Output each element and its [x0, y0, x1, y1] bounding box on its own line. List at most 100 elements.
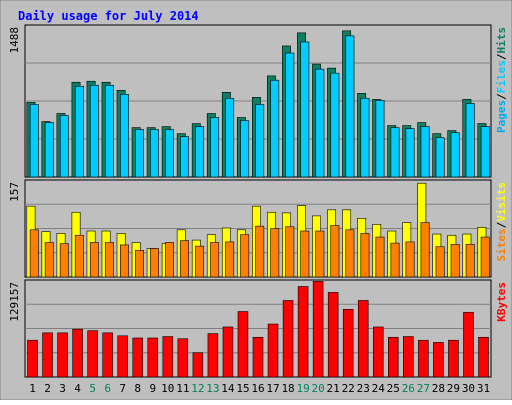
panels-layer: 1488Pages/Files/Hits157Sites/Visits12915… — [8, 24, 508, 378]
day-label: 3 — [59, 382, 66, 395]
kbytes-bar-kbytes — [192, 352, 204, 378]
visits-legend: Sites/Visits — [495, 182, 508, 262]
day-label: 14 — [221, 382, 235, 395]
day-label: 31 — [477, 382, 490, 395]
kbytes-bar-kbytes — [42, 332, 53, 378]
kbytes-bar-kbytes — [403, 336, 414, 378]
legend-files: Files — [495, 60, 508, 93]
hits-bar-files — [450, 132, 460, 178]
day-label: 13 — [206, 382, 219, 395]
hits-bar-files — [150, 129, 159, 178]
day-label: 10 — [161, 382, 174, 395]
kbytes-bar-kbytes — [132, 337, 144, 378]
visits-bar-sites — [420, 222, 430, 278]
day-label: 15 — [236, 382, 249, 395]
kbytes-bar-kbytes — [207, 333, 219, 378]
hits-bar-files — [390, 127, 400, 178]
hits-axis-max-label: 1488 — [8, 27, 21, 54]
day-label: 16 — [251, 382, 264, 395]
day-label: 22 — [342, 382, 355, 395]
hits-bar-files — [74, 85, 84, 178]
kbytes-bar-kbytes — [237, 311, 249, 378]
visits-bar-sites — [240, 234, 250, 278]
kbytes-axis-max-label: 129157 — [8, 282, 21, 322]
kbytes-bar-kbytes — [222, 326, 234, 378]
day-label: 27 — [417, 382, 430, 395]
day-label: 11 — [176, 382, 189, 395]
kbytes-bar-kbytes — [147, 337, 159, 378]
visits-bar-sites — [120, 244, 129, 278]
legend-pages: Pages — [495, 100, 508, 133]
legend-separator: / — [495, 221, 508, 228]
panel-visits: 157 Sites/Visits — [8, 179, 508, 278]
visits-bar-sites — [345, 229, 355, 278]
day-label: 24 — [372, 382, 386, 395]
hits-bar-files — [420, 126, 430, 178]
day-label: 2 — [44, 382, 51, 395]
visits-bar-sites — [89, 242, 99, 278]
visits-bar-sites — [435, 246, 445, 278]
kbytes-bar-kbytes — [297, 286, 309, 378]
hits-bar-files — [435, 137, 445, 178]
visits-bar-sites — [330, 225, 340, 278]
hits-legend: Pages/Files/Hits — [495, 27, 508, 133]
visits-bar-sites — [285, 226, 295, 278]
kbytes-bar-kbytes — [357, 300, 369, 378]
kbytes-bar-kbytes — [342, 309, 354, 378]
hits-bar-files — [285, 52, 295, 178]
legend-kbytes: KBytes — [495, 282, 508, 322]
day-label: 29 — [447, 382, 460, 395]
panel-kbytes: 129157 KBytes — [8, 279, 508, 378]
hits-bar-files — [195, 126, 205, 178]
day-label: 23 — [357, 382, 370, 395]
hits-bar-files — [165, 129, 174, 178]
hits-bar-files — [29, 104, 39, 178]
hits-bar-files — [120, 94, 129, 178]
day-label: 30 — [462, 382, 475, 395]
hits-bar-files — [180, 136, 190, 178]
hits-bar-files — [240, 120, 250, 178]
hits-bar-files — [89, 84, 99, 178]
kbytes-bar-kbytes — [478, 336, 489, 378]
visits-bar-sites — [360, 233, 370, 278]
day-label: 28 — [432, 382, 445, 395]
hits-bar-files — [405, 128, 415, 178]
day-label: 21 — [327, 382, 340, 395]
hits-bar-files — [480, 126, 490, 178]
day-label: 17 — [266, 382, 279, 395]
hits-bar-files — [360, 98, 370, 178]
day-labels: 1 2 3 4 5 6 7 8 9 10 11 12 13 14 15 16 17 18 19 20 21 22 23 24 2… — [29, 382, 490, 395]
legend-separator: / — [495, 53, 508, 60]
hits-bar-files — [315, 68, 325, 178]
kbytes-bar-kbytes — [267, 323, 279, 378]
hits-bar-files — [300, 41, 310, 178]
visits-bar-sites — [300, 230, 310, 278]
visits-bar-sites — [195, 245, 205, 278]
visits-bar-sites — [315, 230, 325, 278]
legend-separator: / — [495, 93, 508, 100]
visits-bar-sites — [150, 248, 159, 278]
visits-bar-sites — [225, 241, 235, 278]
kbytes-bar-kbytes — [448, 339, 459, 378]
hits-bar-files — [59, 115, 69, 178]
hits-bar-files — [225, 98, 235, 178]
day-label: 26 — [402, 382, 415, 395]
kbytes-bar-kbytes — [117, 335, 128, 378]
day-label: 18 — [281, 382, 294, 395]
visits-bar-sites — [390, 242, 400, 278]
kbytes-legend: KBytes — [495, 282, 508, 322]
day-label: 25 — [387, 382, 400, 395]
day-label: 12 — [191, 382, 204, 395]
hits-bar-files — [465, 103, 475, 178]
legend-visits: Visits — [495, 182, 508, 222]
legend-hits: Hits — [495, 27, 508, 54]
visits-bar-sites — [180, 240, 190, 278]
visits-bar-sites — [270, 228, 280, 278]
visits-bar-sites — [74, 234, 84, 278]
kbytes-bar-kbytes — [177, 338, 189, 378]
day-label: 1 — [29, 382, 36, 395]
legend-sites: Sites — [495, 228, 508, 261]
